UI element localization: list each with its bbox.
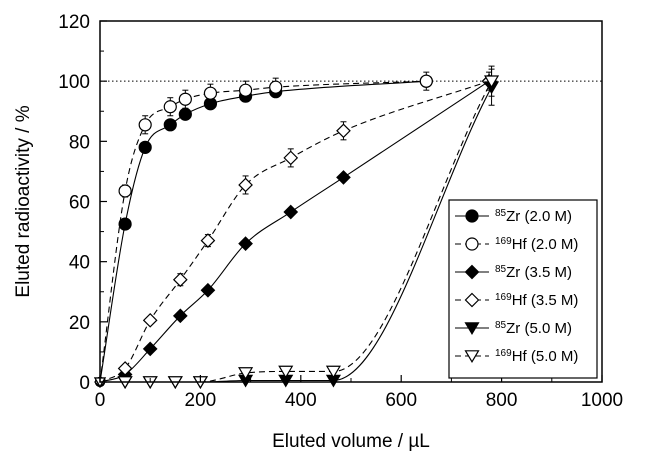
legend-label-2: 85Zr (3.5 M)	[495, 264, 572, 281]
legend-element-condition: Hf (5.0 M)	[512, 348, 579, 365]
legend-isotope-mass: 85	[495, 264, 507, 275]
y-tick-label: 80	[69, 132, 90, 153]
x-tick-label: 200	[185, 390, 217, 411]
series-5-point	[238, 367, 254, 381]
series-2-line	[99, 80, 490, 383]
series-3-point	[117, 361, 133, 376]
legend: 85Zr (2.0 M)169Hf (2.0 M)85Zr (3.5 M)169…	[448, 199, 598, 379]
x-tick-label: 400	[285, 390, 317, 411]
series-0-point	[178, 107, 192, 121]
series-5-line	[100, 80, 493, 383]
series-2-point	[200, 282, 216, 298]
series-1-point	[269, 80, 283, 94]
markers-layer	[93, 65, 500, 390]
legend-marker-5	[464, 350, 480, 364]
legend-isotope-mass: 169	[495, 236, 512, 247]
series-2-point	[238, 236, 253, 251]
series-3-point	[200, 233, 216, 248]
legend-element-condition: Hf (3.5 M)	[512, 292, 579, 309]
legend-marker-2	[464, 264, 480, 280]
series-1-point	[238, 83, 253, 97]
series-0-point	[163, 118, 177, 132]
legend-box	[448, 199, 598, 379]
series-2-point	[172, 308, 188, 324]
series-1-point	[138, 118, 152, 132]
series-0-point	[118, 217, 132, 231]
series-1-point	[163, 100, 177, 114]
series-1-point	[419, 74, 433, 88]
legend-isotope-mass: 169	[495, 292, 512, 303]
series-3-line	[99, 80, 490, 383]
legend-label-1: 169Hf (2.0 M)	[495, 236, 578, 253]
legend-element-condition: Zr (2.0 M)	[506, 208, 572, 225]
x-tick-label: 800	[486, 390, 518, 411]
series-2-point	[283, 204, 299, 220]
x-tick-label: 600	[385, 390, 417, 411]
series-2-point	[336, 170, 351, 185]
legend-element-condition: Hf (2.0 M)	[512, 236, 579, 253]
y-tick-label: 120	[58, 12, 90, 33]
legend-label-3: 169Hf (3.5 M)	[495, 292, 578, 309]
series-5-point	[325, 365, 341, 379]
series-5-point	[278, 365, 294, 379]
y-tick-label: 100	[58, 72, 90, 93]
series-1-point	[118, 184, 132, 198]
x-tick-label: 1000	[581, 390, 623, 411]
legend-element-condition: Zr (5.0 M)	[506, 320, 572, 337]
legend-marker-3	[464, 292, 480, 308]
legend-label-4: 85Zr (5.0 M)	[495, 320, 572, 337]
legend-marker-1	[465, 237, 479, 251]
series-3-point	[238, 177, 253, 193]
series-4-line	[100, 86, 493, 383]
legend-marker-0	[465, 209, 479, 223]
x-axis-label: Eluted volume / µL	[272, 431, 430, 452]
y-tick-label: 60	[69, 193, 90, 214]
y-axis-label: Eluted radioactivity / %	[13, 105, 34, 297]
legend-marker-4	[464, 322, 480, 336]
y-tick-label: 20	[69, 313, 90, 334]
y-tick-label: 0	[79, 373, 90, 394]
series-0-point	[138, 140, 152, 154]
ticks-layer: 0 200 400 600 800 1000 0 20 40 60 80 100 120	[58, 12, 623, 411]
legend-label-5: 169Hf (5.0 M)	[495, 348, 578, 365]
y-tick-label: 40	[69, 253, 90, 274]
legend-element-condition: Zr (3.5 M)	[506, 264, 572, 281]
series-5-point	[484, 75, 500, 89]
legend-isotope-mass: 85	[495, 320, 507, 331]
series-3-point	[142, 312, 158, 328]
series-1-point	[203, 86, 218, 100]
series-1-point	[178, 92, 192, 106]
legend-label-0: 85Zr (2.0 M)	[495, 208, 572, 225]
x-tick-label: 0	[95, 390, 106, 411]
legend-isotope-mass: 85	[495, 208, 507, 219]
legend-isotope-mass: 169	[495, 348, 512, 359]
series-2-point	[142, 341, 158, 357]
series-3-point	[336, 123, 351, 139]
series-3-point	[172, 272, 188, 288]
curves-layer	[99, 80, 493, 383]
series-3-point	[283, 150, 299, 166]
